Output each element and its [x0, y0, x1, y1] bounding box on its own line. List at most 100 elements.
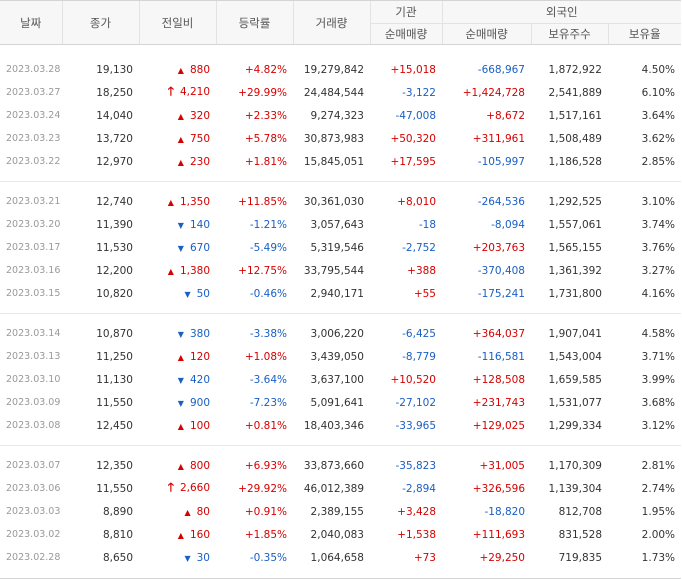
change-cell: ▼ 30 [139, 546, 216, 569]
triangle-up-icon: ▲ [167, 266, 174, 276]
foreign-net-cell: +231,743 [472, 396, 525, 409]
change-value: 670 [189, 241, 210, 254]
close-cell: 11,530 [96, 241, 133, 254]
change-cell: ▲ 80 [139, 500, 216, 523]
triangle-down-icon: ▼ [184, 289, 191, 299]
group-spacer [0, 173, 681, 182]
change-value: 140 [189, 218, 210, 231]
header-rate: 등락률 [215, 0, 293, 45]
foreign-holdings-cell: 1,557,061 [548, 218, 602, 231]
foreign-net-cell: -116,581 [477, 350, 525, 363]
foreign-net-cell: +31,005 [479, 459, 525, 472]
date-cell: 2023.03.15 [6, 288, 61, 299]
change-value: 1,380 [179, 264, 210, 277]
table-row: 2023.03.06 11,550 🡑 2,660 +29.92% 46,012,389 -… [0, 477, 681, 500]
date-cell: 2023.03.09 [6, 397, 61, 408]
foreign-ratio-cell: 1.73% [641, 551, 676, 564]
rate-cell: +0.91% [244, 505, 287, 518]
date-cell: 2023.03.27 [6, 87, 61, 98]
change-cell: ▼ 420 [139, 368, 216, 391]
volume-cell: 19,279,842 [303, 63, 364, 76]
close-cell: 8,890 [102, 505, 133, 518]
foreign-holdings-cell: 1,659,585 [548, 373, 602, 386]
table-row: 2023.03.03 8,890 ▲ 80 +0.91% 2,389,155 +3,428 -… [0, 500, 681, 523]
rate-cell: +2.33% [244, 109, 287, 122]
change-cell: ▲ 320 [139, 104, 216, 127]
inst-net-cell: +10,520 [390, 373, 436, 386]
table-header: 날짜 종가 전일비 등락률 거래량 기관 외국인 순매매량 순매매량 보유주수 … [0, 0, 682, 45]
change-cell: ▼ 380 [139, 322, 216, 345]
foreign-net-cell: +29,250 [479, 551, 525, 564]
triangle-up-icon: ▲ [177, 111, 184, 121]
triangle-up-icon: ▲ [167, 197, 174, 207]
foreign-holdings-cell: 1,170,309 [548, 459, 602, 472]
header-foreign: 외국인 [441, 0, 682, 24]
inst-net-cell: -8,779 [402, 350, 436, 363]
header-foreign-net: 순매매량 [441, 23, 531, 45]
volume-cell: 3,439,050 [310, 350, 364, 363]
foreign-net-cell: -668,967 [477, 63, 525, 76]
table-row: 2023.03.02 8,810 ▲ 160 +1.85% 2,040,083 +1,538… [0, 523, 681, 546]
change-cell: ▲ 750 [139, 127, 216, 150]
foreign-net-cell: -264,536 [477, 195, 525, 208]
inst-net-cell: -3,122 [402, 86, 436, 99]
triangle-down-icon: ▼ [177, 220, 184, 230]
change-cell: ▼ 900 [139, 391, 216, 414]
inst-net-cell: +15,018 [390, 63, 436, 76]
date-cell: 2023.03.10 [6, 374, 61, 385]
table-row: 2023.03.23 13,720 ▲ 750 +5.78% 30,873,983 +50,… [0, 127, 681, 150]
foreign-holdings-cell: 812,708 [558, 505, 602, 518]
date-cell: 2023.03.03 [6, 506, 61, 517]
close-cell: 12,970 [96, 155, 133, 168]
change-cell: 🡑 2,660 [139, 477, 216, 500]
inst-net-cell: +50,320 [390, 132, 436, 145]
close-cell: 18,250 [96, 86, 133, 99]
close-cell: 12,200 [96, 264, 133, 277]
close-cell: 11,390 [96, 218, 133, 231]
inst-net-cell: +3,428 [397, 505, 436, 518]
change-cell: ▲ 160 [139, 523, 216, 546]
rate-cell: +29.92% [238, 482, 287, 495]
rate-cell: -3.64% [249, 373, 287, 386]
foreign-holdings-cell: 1,508,489 [548, 132, 602, 145]
volume-cell: 1,064,658 [310, 551, 364, 564]
foreign-ratio-cell: 3.76% [641, 241, 676, 254]
close-cell: 8,650 [102, 551, 133, 564]
change-value: 120 [189, 350, 210, 363]
foreign-holdings-cell: 1,543,004 [548, 350, 602, 363]
triangle-up-icon: ▲ [177, 421, 184, 431]
inst-net-cell: -2,894 [402, 482, 436, 495]
rate-cell: +29.99% [238, 86, 287, 99]
volume-cell: 5,091,641 [310, 396, 364, 409]
close-cell: 10,820 [96, 287, 133, 300]
change-cell: ▲ 1,380 [139, 259, 216, 282]
volume-cell: 2,940,171 [310, 287, 364, 300]
foreign-holdings-cell: 1,517,161 [548, 109, 602, 122]
date-cell: 2023.03.07 [6, 460, 61, 471]
foreign-net-cell: +1,424,728 [462, 86, 525, 99]
foreign-net-cell: +129,025 [472, 419, 525, 432]
close-cell: 12,450 [96, 419, 133, 432]
triangle-down-icon: ▼ [177, 375, 184, 385]
triangle-up-icon: ▲ [177, 65, 184, 75]
foreign-holdings-cell: 1,186,528 [548, 155, 602, 168]
change-cell: 🡑 4,210 [139, 81, 216, 104]
volume-cell: 2,040,083 [310, 528, 364, 541]
foreign-net-cell: -105,997 [477, 155, 525, 168]
inst-net-cell: -2,752 [402, 241, 436, 254]
volume-cell: 30,361,030 [303, 195, 364, 208]
volume-cell: 24,484,544 [303, 86, 364, 99]
foreign-holdings-cell: 1,299,334 [548, 419, 602, 432]
date-cell: 2023.03.13 [6, 351, 61, 362]
table-row: 2023.03.28 19,130 ▲ 880 +4.82% 19,279,842 +15,… [0, 58, 681, 81]
volume-cell: 3,006,220 [310, 327, 364, 340]
change-value: 320 [189, 109, 210, 122]
change-value: 160 [189, 528, 210, 541]
foreign-holdings-cell: 1,565,155 [548, 241, 602, 254]
close-cell: 19,130 [96, 63, 133, 76]
change-value: 1,350 [179, 195, 210, 208]
close-cell: 11,130 [96, 373, 133, 386]
change-value: 800 [189, 459, 210, 472]
close-cell: 11,550 [96, 482, 133, 495]
